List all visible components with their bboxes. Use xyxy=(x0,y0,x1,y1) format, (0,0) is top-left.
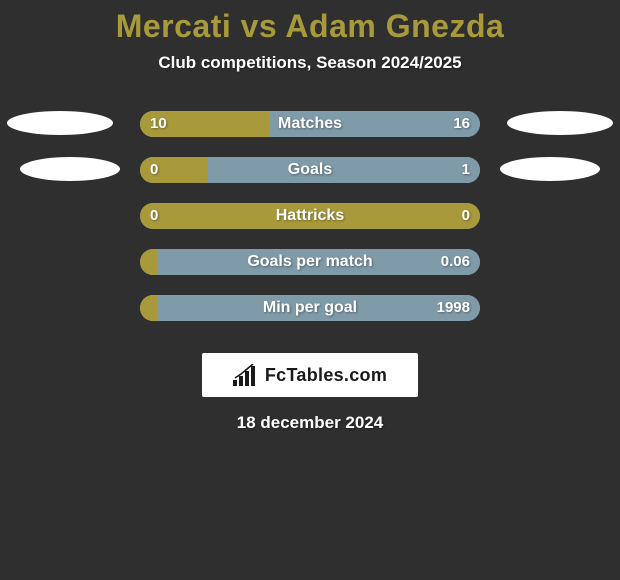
stat-bar xyxy=(140,111,480,137)
stat-row: Hattricks00 xyxy=(0,203,620,249)
stat-value-right: 0.06 xyxy=(441,249,470,275)
stat-row: Min per goal1998 xyxy=(0,295,620,341)
stats-container: Matches1016Goals01Hattricks00Goals per m… xyxy=(0,111,620,341)
stat-row: Matches1016 xyxy=(0,111,620,157)
player-ellipse-left xyxy=(20,157,120,181)
signal-icon xyxy=(233,364,259,386)
stat-bar-right xyxy=(157,249,480,275)
footer-logo: FcTables.com xyxy=(202,353,418,397)
stat-bar-left xyxy=(140,295,157,321)
page-subtitle: Club competitions, Season 2024/2025 xyxy=(0,53,620,73)
stat-value-left: 0 xyxy=(150,157,158,183)
stat-bar xyxy=(140,295,480,321)
stat-bar-right xyxy=(157,295,480,321)
stat-row: Goals01 xyxy=(0,157,620,203)
stat-row: Goals per match0.06 xyxy=(0,249,620,295)
player-ellipse-left xyxy=(7,111,113,135)
stat-bar xyxy=(140,249,480,275)
stat-bar-right xyxy=(269,111,480,137)
stat-value-right: 1 xyxy=(462,157,470,183)
player-ellipse-right xyxy=(507,111,613,135)
player-ellipse-right xyxy=(500,157,600,181)
stat-bar-left xyxy=(140,203,480,229)
stat-value-left: 10 xyxy=(150,111,167,137)
stat-value-right: 16 xyxy=(453,111,470,137)
stat-value-right: 0 xyxy=(462,203,470,229)
page-title: Mercati vs Adam Gnezda xyxy=(0,0,620,45)
stat-bar xyxy=(140,157,480,183)
stat-bar-right xyxy=(208,157,480,183)
footer-logo-text: FcTables.com xyxy=(265,365,387,386)
footer-date: 18 december 2024 xyxy=(0,413,620,433)
stat-value-right: 1998 xyxy=(437,295,470,321)
stat-bar-left xyxy=(140,249,157,275)
comparison-infographic: Mercati vs Adam Gnezda Club competitions… xyxy=(0,0,620,580)
stat-bar xyxy=(140,203,480,229)
stat-value-left: 0 xyxy=(150,203,158,229)
